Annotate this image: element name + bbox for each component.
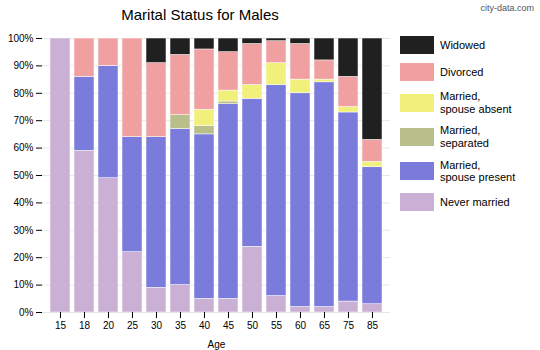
svg-text:65: 65 (319, 320, 331, 331)
html-text:city-data.com: city-data.com (480, 3, 534, 13)
svg-text:100%: 100% (8, 33, 34, 44)
svg-text:15: 15 (55, 320, 67, 331)
svg-text:80%: 80% (13, 88, 33, 99)
svg-text:30%: 30% (13, 225, 33, 236)
html-text:Divorced: Divorced (440, 65, 484, 78)
svg-text:70%: 70% (13, 115, 33, 126)
html-text:Marital Status for Males: Marital Status for Males (121, 6, 279, 23)
svg-text:35: 35 (175, 320, 187, 331)
svg-text:30: 30 (151, 320, 163, 331)
svg-text:18: 18 (79, 320, 91, 331)
svg-text:85: 85 (367, 320, 379, 331)
svg-text:75: 75 (343, 320, 355, 331)
svg-text:20: 20 (103, 320, 115, 331)
html-text:Married, separated: Married, separated (440, 124, 489, 149)
svg-text:60%: 60% (13, 142, 33, 153)
html-text:Never married: Never married (440, 195, 510, 208)
html-text:Married, spouse absent: Married, spouse absent (440, 90, 512, 115)
svg-text:50: 50 (247, 320, 259, 331)
svg-text:40%: 40% (13, 197, 33, 208)
svg-text:20%: 20% (13, 252, 33, 263)
svg-text:50%: 50% (13, 170, 33, 181)
svg-text:25: 25 (127, 320, 139, 331)
svg-text:90%: 90% (13, 60, 33, 71)
html-text:Widowed: Widowed (440, 38, 486, 51)
svg-text:60: 60 (295, 320, 307, 331)
svg-text:55: 55 (271, 320, 283, 331)
svg-text:0%: 0% (19, 307, 34, 318)
svg-text:40: 40 (199, 320, 211, 331)
svg-text:10%: 10% (13, 279, 33, 290)
html-text:Married, spouse present: Married, spouse present (440, 158, 516, 184)
svg-text:45: 45 (223, 320, 235, 331)
svg-text:Age: Age (208, 339, 226, 350)
